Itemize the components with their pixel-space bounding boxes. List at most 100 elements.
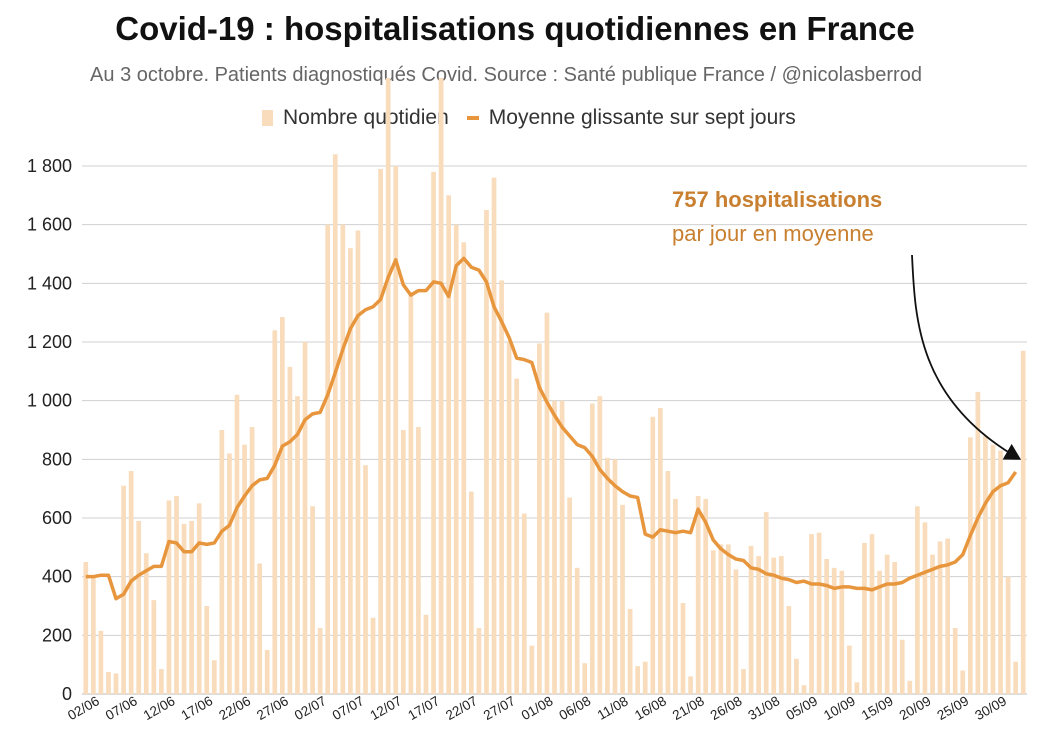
daily-bar <box>332 154 338 694</box>
daily-bar <box>204 606 210 694</box>
annotation: 757 hospitalisations par jour en moyenne <box>672 187 1022 460</box>
daily-bar <box>544 312 550 694</box>
daily-bar <box>159 669 164 694</box>
daily-bar <box>960 670 966 694</box>
daily-bar <box>348 248 353 694</box>
daily-bar <box>476 628 482 694</box>
daily-bar <box>786 606 792 694</box>
y-tick-label: 1 800 <box>27 156 72 176</box>
daily-bar <box>355 230 361 694</box>
chart-title: Covid-19 : hospitalisations quotidiennes… <box>115 10 915 47</box>
daily-bar <box>506 342 512 694</box>
daily-bar <box>748 545 754 694</box>
daily-bar <box>385 78 391 694</box>
daily-bar <box>446 195 452 694</box>
daily-bar <box>521 513 527 694</box>
y-tick-label: 1 600 <box>27 215 72 235</box>
x-tick-label: 27/06 <box>254 693 291 723</box>
daily-bar <box>847 645 852 694</box>
daily-bar <box>234 394 240 694</box>
x-tick-label: 12/06 <box>141 693 178 723</box>
daily-bar <box>869 534 875 694</box>
daily-bar <box>1020 350 1026 694</box>
daily-bar <box>469 491 474 694</box>
daily-bar <box>998 450 1003 694</box>
daily-bar <box>680 603 686 694</box>
daily-bar <box>181 523 187 694</box>
x-tick-label: 02/07 <box>292 693 329 723</box>
x-tick-label: 17/06 <box>179 693 216 723</box>
y-tick-label: 600 <box>42 508 72 528</box>
daily-bar <box>287 366 293 694</box>
x-axis: 02/06 07/06 12/06 17/06 22/06 27/06 02/07 07/07… <box>65 693 1009 723</box>
daily-bar <box>143 553 149 694</box>
daily-bar <box>983 435 988 694</box>
daily-bar <box>393 166 399 694</box>
daily-bar <box>726 544 731 694</box>
x-tick-label: 26/08 <box>708 693 745 723</box>
bar-series <box>83 78 1026 695</box>
y-tick-label: 400 <box>42 567 72 587</box>
daily-bar <box>272 330 278 694</box>
daily-bar <box>884 554 890 694</box>
daily-bar <box>642 661 648 694</box>
daily-bar <box>967 437 973 694</box>
daily-bar <box>650 416 656 694</box>
daily-bar <box>915 506 920 694</box>
daily-bar <box>552 400 557 694</box>
daily-bar <box>264 650 270 694</box>
x-tick-label: 07/06 <box>103 693 140 723</box>
daily-bar <box>756 556 761 694</box>
daily-bar <box>673 498 678 694</box>
legend-bar-swatch <box>262 110 273 126</box>
daily-bar <box>529 645 535 694</box>
daily-bar <box>189 520 194 694</box>
x-tick-label: 10/09 <box>821 693 858 723</box>
daily-bar <box>113 673 119 694</box>
daily-bar <box>862 542 867 694</box>
daily-bar <box>453 224 459 695</box>
y-tick-label: 0 <box>62 684 72 704</box>
daily-bar <box>922 522 928 694</box>
daily-bar <box>83 562 89 694</box>
daily-bar <box>1005 576 1011 694</box>
daily-bar <box>937 541 943 694</box>
daily-bar <box>559 400 565 694</box>
annotation-detail: par jour en moyenne <box>672 221 874 246</box>
daily-bar <box>431 171 436 694</box>
daily-bar <box>945 538 950 694</box>
y-tick-label: 1 400 <box>27 273 72 293</box>
daily-bar <box>892 562 898 694</box>
daily-bar <box>854 682 860 694</box>
daily-bar <box>733 569 739 694</box>
daily-bar <box>589 403 595 694</box>
daily-bar <box>688 676 693 694</box>
daily-bar <box>317 628 323 694</box>
daily-bar <box>975 391 981 694</box>
x-tick-label: 11/08 <box>595 693 631 722</box>
daily-bar <box>809 534 814 694</box>
daily-bar <box>363 465 368 694</box>
daily-bar <box>612 459 618 694</box>
daily-bar <box>136 520 142 694</box>
daily-bar <box>665 471 671 694</box>
annotation-arrow <box>911 254 1022 460</box>
legend: Nombre quotidien Moyenne glissante sur s… <box>262 106 796 130</box>
x-tick-label: 21/08 <box>670 693 707 723</box>
daily-bar <box>340 224 346 695</box>
daily-bar <box>196 503 202 694</box>
daily-bar <box>98 630 104 694</box>
daily-bar <box>242 444 247 694</box>
x-tick-label: 20/09 <box>897 693 934 723</box>
daily-bar <box>491 177 497 695</box>
daily-bar <box>635 666 641 694</box>
daily-bar <box>907 680 913 694</box>
x-tick-label: 17/07 <box>405 693 442 723</box>
daily-bar <box>658 408 663 694</box>
daily-bar <box>219 430 225 694</box>
annotation-headline: 757 hospitalisations <box>672 187 882 212</box>
x-tick-label: 25/09 <box>935 693 972 723</box>
x-tick-label: 16/08 <box>632 693 669 723</box>
x-tick-label: 06/08 <box>557 693 594 723</box>
